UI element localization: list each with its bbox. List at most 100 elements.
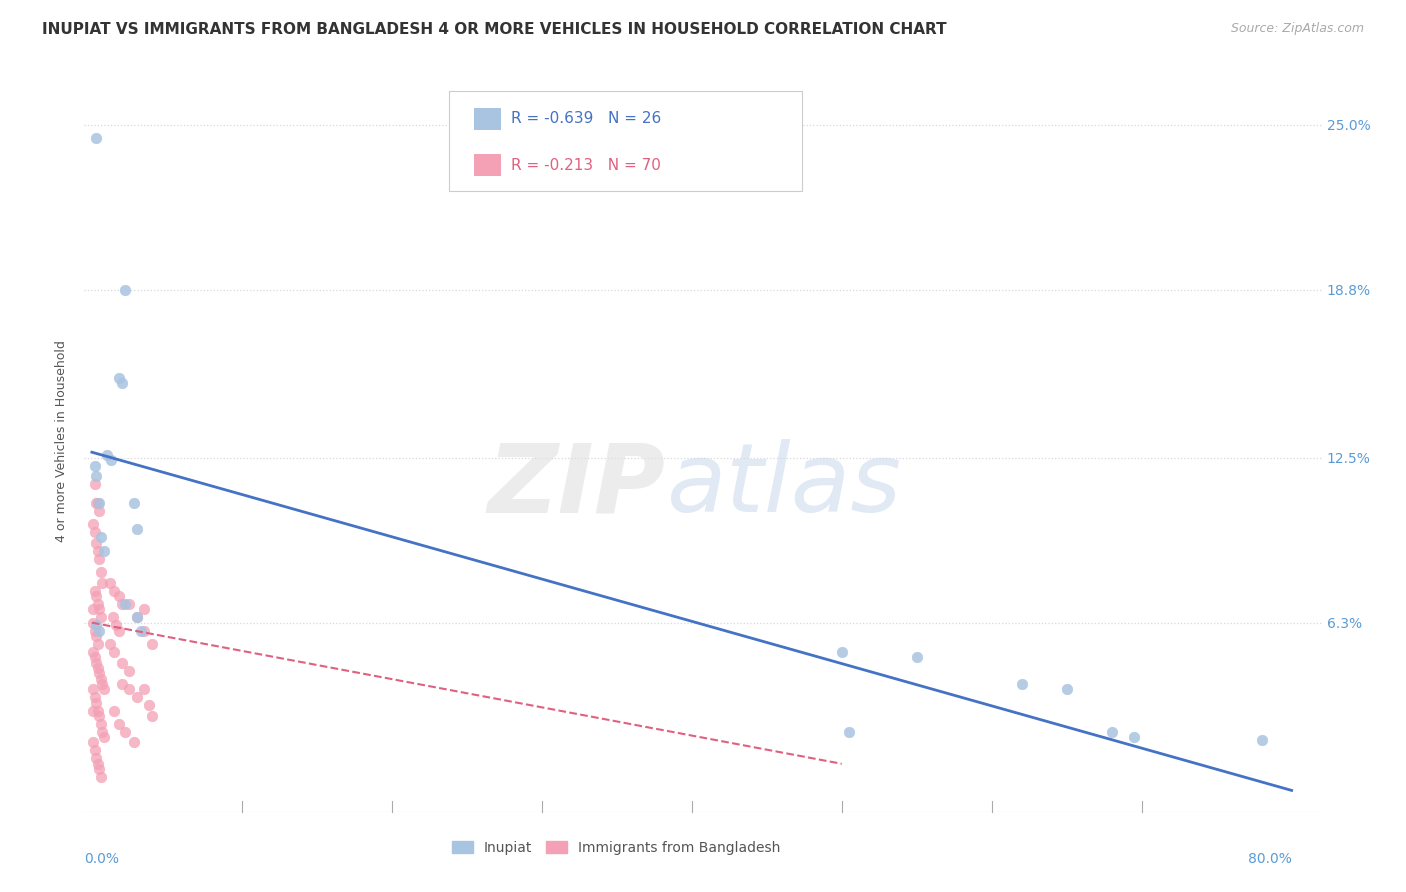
Point <box>838 724 860 739</box>
Point <box>93 682 115 697</box>
Point <box>104 618 127 632</box>
Point <box>111 677 134 691</box>
Y-axis label: 4 or more Vehicles in Household: 4 or more Vehicles in Household <box>55 341 69 542</box>
Point <box>82 735 104 749</box>
Point <box>86 469 108 483</box>
Point <box>83 525 105 540</box>
Point <box>83 743 105 757</box>
Point <box>89 709 111 723</box>
Point <box>114 597 136 611</box>
Point <box>89 666 111 681</box>
Point <box>138 698 160 713</box>
Point <box>83 458 105 473</box>
Point <box>108 370 131 384</box>
Point <box>1123 730 1146 744</box>
Text: 0.0%: 0.0% <box>84 852 120 865</box>
Point <box>86 751 108 765</box>
Point <box>118 597 141 611</box>
Point <box>131 624 153 638</box>
Point <box>89 504 111 518</box>
Point <box>125 690 148 705</box>
Text: 80.0%: 80.0% <box>1247 852 1292 865</box>
Point <box>1250 732 1272 747</box>
Point <box>98 637 121 651</box>
Point <box>87 597 110 611</box>
Point <box>1011 677 1033 691</box>
Point <box>90 716 112 731</box>
Point <box>89 624 111 638</box>
Point <box>83 690 105 705</box>
Point <box>93 730 115 744</box>
Point <box>125 610 148 624</box>
Point <box>82 517 104 532</box>
Point <box>141 709 163 723</box>
Point <box>83 583 105 598</box>
Point <box>101 610 124 624</box>
Point <box>87 704 110 718</box>
Point <box>82 704 104 718</box>
Point <box>134 602 156 616</box>
Point <box>114 724 136 739</box>
Point <box>86 696 108 710</box>
Point <box>87 637 110 651</box>
Point <box>134 624 156 638</box>
Point <box>82 615 104 630</box>
FancyBboxPatch shape <box>450 91 801 191</box>
Point <box>90 610 112 624</box>
Point <box>89 496 111 510</box>
Point <box>82 645 104 659</box>
Point <box>108 624 131 638</box>
Point <box>134 682 156 697</box>
Point <box>87 661 110 675</box>
Point <box>831 645 853 659</box>
Bar <box>474 108 502 130</box>
Point <box>122 496 145 510</box>
Point <box>111 597 134 611</box>
Text: INUPIAT VS IMMIGRANTS FROM BANGLADESH 4 OR MORE VEHICLES IN HOUSEHOLD CORRELATIO: INUPIAT VS IMMIGRANTS FROM BANGLADESH 4 … <box>42 22 946 37</box>
Point <box>90 672 112 686</box>
Point <box>91 677 114 691</box>
Point <box>87 543 110 558</box>
Point <box>82 602 104 616</box>
Point <box>86 618 108 632</box>
Point <box>108 716 131 731</box>
Point <box>83 624 105 638</box>
Point <box>87 496 110 510</box>
Point <box>86 131 108 145</box>
Point <box>89 762 111 776</box>
Point <box>86 496 108 510</box>
Text: atlas: atlas <box>666 440 901 533</box>
Point <box>90 770 112 784</box>
Point <box>103 645 125 659</box>
Point <box>86 535 108 549</box>
Point <box>118 664 141 678</box>
Point <box>125 610 148 624</box>
Point <box>89 602 111 616</box>
Point <box>93 543 115 558</box>
Point <box>111 376 134 390</box>
Point <box>98 575 121 590</box>
Point <box>141 637 163 651</box>
Point <box>96 448 118 462</box>
Point <box>83 477 105 491</box>
Point <box>86 629 108 643</box>
Text: ZIP: ZIP <box>488 440 666 533</box>
Point <box>103 583 125 598</box>
Point <box>90 565 112 579</box>
Point <box>118 682 141 697</box>
Point <box>86 589 108 603</box>
Point <box>90 530 112 544</box>
Point <box>1101 724 1123 739</box>
Point <box>103 704 125 718</box>
Text: Source: ZipAtlas.com: Source: ZipAtlas.com <box>1230 22 1364 36</box>
Point <box>125 523 148 537</box>
Point <box>122 735 145 749</box>
Point <box>91 575 114 590</box>
Point <box>86 656 108 670</box>
Text: R = -0.639   N = 26: R = -0.639 N = 26 <box>512 112 661 127</box>
Point <box>111 656 134 670</box>
Point <box>91 724 114 739</box>
Legend: Inupiat, Immigrants from Bangladesh: Inupiat, Immigrants from Bangladesh <box>447 835 786 860</box>
Point <box>1056 682 1078 697</box>
Point <box>82 682 104 697</box>
